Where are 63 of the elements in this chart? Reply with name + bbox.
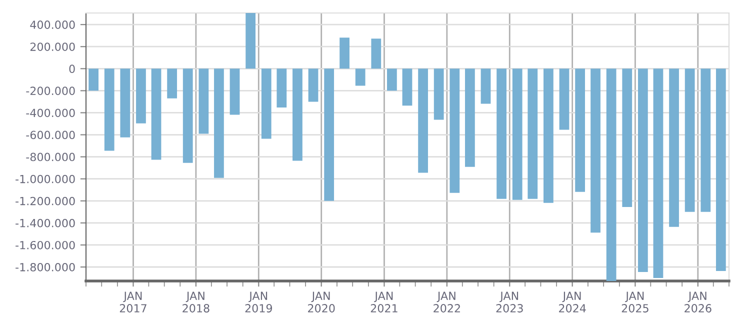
x-tick-label: JAN 2020 bbox=[308, 292, 335, 312]
bar bbox=[214, 68, 224, 178]
bar bbox=[88, 68, 98, 91]
y-tick-label: 0 bbox=[69, 64, 75, 74]
bar bbox=[402, 68, 412, 106]
bar bbox=[480, 68, 491, 104]
bar bbox=[371, 38, 382, 69]
bar bbox=[528, 68, 538, 199]
bar bbox=[669, 68, 679, 227]
bar bbox=[590, 68, 600, 233]
bar bbox=[700, 68, 711, 212]
bar bbox=[276, 68, 287, 108]
y-tick-label: -1.000.000 bbox=[16, 174, 75, 184]
bar bbox=[684, 68, 695, 212]
y-tick-label: -200.000 bbox=[26, 86, 75, 96]
bar bbox=[136, 68, 146, 124]
y-tick-label: 200.000 bbox=[30, 42, 75, 51]
bar bbox=[340, 38, 350, 69]
x-tick-label: JAN 2018 bbox=[182, 292, 210, 312]
y-tick-label: 400.000 bbox=[30, 20, 75, 29]
x-tick-label: JAN 2024 bbox=[559, 292, 586, 312]
bar bbox=[246, 13, 256, 69]
bar bbox=[355, 68, 366, 86]
bar bbox=[606, 68, 616, 281]
bar bbox=[387, 68, 397, 91]
bar bbox=[496, 68, 506, 199]
bar bbox=[120, 68, 130, 138]
bar bbox=[418, 68, 428, 173]
bar bbox=[465, 68, 475, 167]
y-tick-label: -1.800.000 bbox=[16, 262, 75, 272]
x-tick-label: JAN 2025 bbox=[622, 292, 648, 312]
y-tick-label: -800.000 bbox=[26, 152, 75, 162]
bar bbox=[104, 68, 114, 151]
bar bbox=[198, 68, 209, 134]
bar bbox=[151, 68, 162, 160]
x-tick-label: JAN 2022 bbox=[434, 292, 460, 312]
bar bbox=[544, 68, 554, 203]
x-tick-label: JAN 2023 bbox=[496, 292, 523, 312]
bar bbox=[638, 68, 648, 272]
bar bbox=[182, 68, 193, 163]
x-tick-label: JAN 2021 bbox=[370, 292, 398, 312]
bar bbox=[575, 68, 585, 192]
y-tick-label: -600.000 bbox=[26, 130, 75, 140]
y-tick-label: -1.200.000 bbox=[16, 196, 75, 206]
bar bbox=[308, 68, 318, 102]
bar bbox=[716, 68, 726, 271]
x-tick-label: JAN 2019 bbox=[245, 292, 272, 312]
bar bbox=[324, 68, 334, 201]
bar bbox=[622, 68, 632, 207]
bar bbox=[653, 68, 664, 278]
bar bbox=[512, 68, 522, 200]
bar bbox=[434, 68, 444, 120]
y-tick-label: -1.600.000 bbox=[16, 240, 75, 250]
bar bbox=[230, 68, 240, 115]
bar bbox=[559, 68, 570, 130]
bar bbox=[261, 68, 272, 139]
x-tick-label: JAN 2017 bbox=[120, 292, 146, 312]
bar bbox=[450, 68, 460, 193]
y-tick-label: -400.000 bbox=[26, 108, 75, 118]
y-tick-label: -1.400.000 bbox=[16, 218, 75, 228]
x-tick-label: JAN 2026 bbox=[684, 292, 712, 312]
bar bbox=[167, 68, 178, 98]
bar bbox=[292, 68, 302, 161]
